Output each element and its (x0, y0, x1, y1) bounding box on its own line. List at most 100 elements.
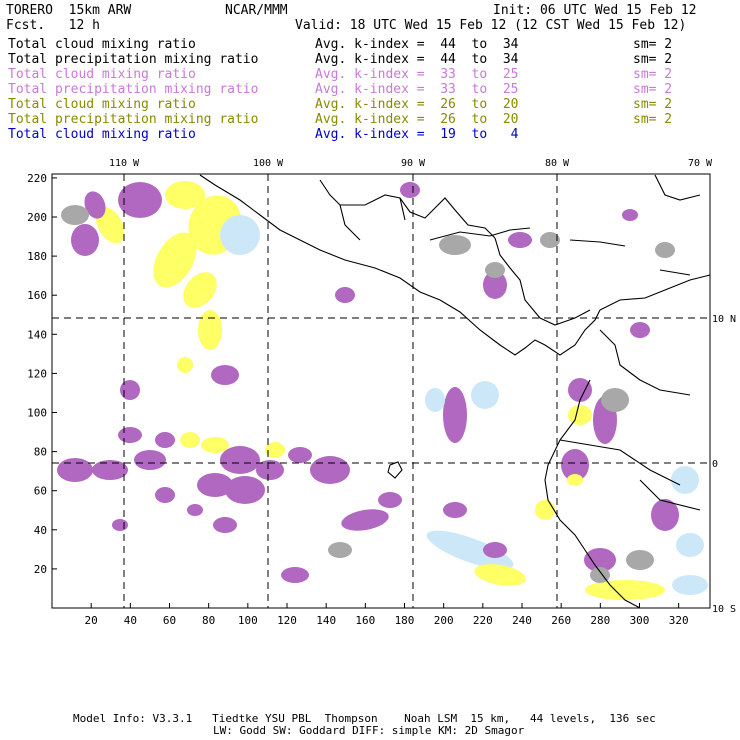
valid-time: Valid: 18 UTC Wed 15 Feb 12 (12 CST Wed … (295, 18, 687, 33)
legend-kindex-6: Avg. k-index = 19 to 4 (315, 127, 519, 142)
x-tick-label: 40 (124, 614, 137, 627)
lon-label: 110 W (109, 158, 140, 169)
model-title: TORERO 15km ARW (6, 3, 132, 18)
field-blob-purple (118, 182, 162, 218)
legend-field-3: Total precipitation mixing ratio (8, 82, 259, 97)
legend-kindex-0: Avg. k-index = 44 to 34 (315, 37, 519, 52)
lon-label: 70 W (688, 158, 713, 169)
field-blob-purple (335, 287, 355, 303)
field-blob-purple (220, 446, 260, 474)
field-blob-yellow (180, 432, 200, 448)
y-tick-label: 40 (34, 524, 47, 537)
coastline-11 (387, 461, 403, 479)
coastline-12 (339, 204, 361, 241)
field-blob-gray (626, 550, 654, 570)
field-blob-purple (57, 458, 93, 482)
field-blob-purple (378, 492, 402, 508)
x-tick-label: 20 (85, 614, 98, 627)
lon-label: 100 W (253, 158, 284, 169)
y-tick-label: 140 (27, 328, 47, 341)
field-blob-purple (120, 380, 140, 400)
x-tick-label: 320 (669, 614, 689, 627)
field-blob-purple (561, 449, 589, 481)
field-blob-purple (288, 447, 312, 463)
coastline-8 (599, 329, 691, 396)
legend-sm-2: sm= 2 (633, 67, 673, 82)
legend-field-1: Total precipitation mixing ratio (8, 52, 259, 67)
field-blob-purple (622, 209, 638, 221)
field-blob-lightblue (220, 215, 260, 255)
legend-kindex-4: Avg. k-index = 26 to 20 (315, 97, 519, 112)
field-blob-purple (187, 504, 203, 516)
model-info-line1: Model Info: V3.3.1 Tiedtke YSU PBL Thomp… (73, 712, 656, 725)
field-blob-yellow (183, 272, 217, 308)
legend-sm-0: sm= 2 (633, 37, 673, 52)
coastline-2 (494, 237, 591, 326)
field-blob-purple (508, 232, 532, 248)
field-blob-purple (155, 487, 175, 503)
x-tick-label: 140 (316, 614, 336, 627)
x-tick-label: 200 (434, 614, 454, 627)
x-tick-label: 100 (238, 614, 258, 627)
org-label: NCAR/MMM (225, 3, 288, 18)
field-blob-purple (213, 517, 237, 533)
field-blob-gray (655, 242, 675, 258)
coastline-0 (199, 174, 601, 356)
field-blob-purple (155, 432, 175, 448)
coastline-5 (659, 269, 691, 276)
legend-field-5: Total precipitation mixing ratio (8, 112, 259, 127)
field-blob-gray (540, 232, 560, 248)
forecast-hour: Fcst. 12 h (6, 18, 100, 33)
field-blob-purple (443, 502, 467, 518)
legend-kindex-5: Avg. k-index = 26 to 20 (315, 112, 519, 127)
field-blob-purple (568, 378, 592, 402)
y-tick-label: 80 (34, 446, 47, 459)
model-info-line2: LW: Godd SW: Goddard DIFF: simple KM: 2D… (213, 724, 525, 737)
field-blob-lightblue (672, 575, 708, 595)
field-blob-purple (118, 427, 142, 443)
field-blob-yellow (177, 357, 193, 373)
field-blob-purple (630, 322, 650, 338)
field-blob-yellow (265, 442, 285, 458)
x-tick-label: 300 (630, 614, 650, 627)
field-blob-yellow (535, 500, 555, 520)
field-blob-purple (483, 271, 507, 299)
field-blob-purple (281, 567, 309, 583)
field-blob-purple (341, 509, 389, 531)
coastline-9 (559, 439, 681, 486)
x-tick-label: 180 (395, 614, 415, 627)
legend-sm-1: sm= 2 (633, 52, 673, 67)
field-blob-gray (485, 262, 505, 278)
legend-kindex-1: Avg. k-index = 44 to 34 (315, 52, 519, 67)
field-blob-yellow (201, 437, 229, 453)
legend-field-2: Total cloud mixing ratio (8, 67, 196, 82)
legend-sm-4: sm= 2 (633, 97, 673, 112)
lat-label: 0 (712, 459, 718, 470)
coastlines (199, 174, 711, 609)
field-blob-purple (71, 224, 99, 256)
coastline-3 (429, 227, 531, 241)
field-blob-gray (61, 205, 89, 225)
field-blob-purple (400, 182, 420, 198)
field-blob-purple (112, 519, 128, 531)
coastline-14 (654, 174, 701, 201)
legend-field-6: Total cloud mixing ratio (8, 127, 196, 142)
field-blob-lightblue (426, 530, 514, 570)
field-blob-gray (601, 388, 629, 412)
x-tick-label: 240 (512, 614, 532, 627)
field-blob-yellow (165, 181, 205, 209)
coastline-4 (569, 239, 626, 247)
lon-label: 80 W (545, 158, 570, 169)
coastline-13 (399, 197, 406, 221)
field-blob-yellow (474, 564, 526, 586)
legend-sm-3: sm= 2 (633, 82, 673, 97)
x-tick-label: 160 (355, 614, 375, 627)
y-tick-label: 100 (27, 407, 47, 420)
field-blob-purple (225, 476, 265, 504)
precip-cloud-fields (57, 181, 708, 600)
legend-sm-5: sm= 2 (633, 112, 673, 127)
x-tick-label: 120 (277, 614, 297, 627)
x-tick-label: 260 (551, 614, 571, 627)
field-blob-purple (134, 450, 166, 470)
